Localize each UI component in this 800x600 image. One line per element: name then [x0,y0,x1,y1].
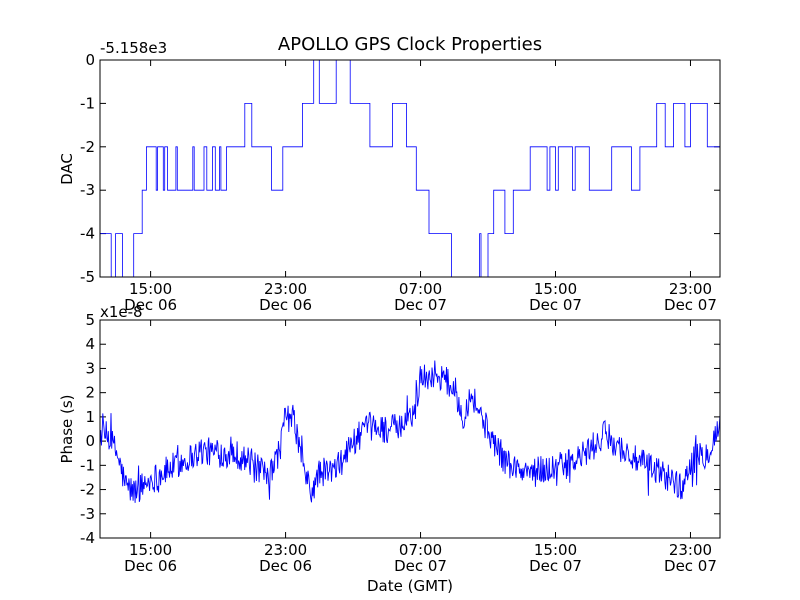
dac-ytick-label: -2 [80,138,95,156]
dac-ytick-label: -5 [80,268,95,286]
phase-x-axis-label: Date (GMT) [367,577,453,595]
phase-xtick-time: 15:00 [129,541,172,559]
phase-ytick-label: -3 [80,505,95,523]
dac-ytick-label: -1 [80,94,95,112]
phase-ytick-label: 5 [85,311,95,329]
dac-xtick-date: Dec 06 [259,296,312,314]
phase-ytick-label: 4 [85,335,95,353]
phase-xtick-time: 23:00 [264,541,307,559]
phase-ytick-label: -2 [80,481,95,499]
dac-xtick-time: 23:00 [264,280,307,298]
phase-ytick-label: -1 [80,456,95,474]
dac-xtick-date: Dec 07 [394,296,447,314]
dac-xtick-time: 15:00 [534,280,577,298]
phase-axes-frame [99,319,721,539]
phase-xtick-date: Dec 07 [664,557,717,575]
phase-ytick-label: 0 [85,432,95,450]
dac-ytick-label: -3 [80,181,95,199]
dac-axes-frame [99,59,721,278]
dac-y-axis-label: DAC [58,153,76,185]
dac-ytick-label: 0 [85,51,95,69]
dac-xtick-time: 15:00 [129,280,172,298]
phase-xtick-time: 15:00 [534,541,577,559]
phase-ytick-label: 3 [85,359,95,377]
phase-offset-label: x1e-8 [100,303,143,321]
dac-xtick-date: Dec 07 [664,296,717,314]
phase-ytick-label: 2 [85,384,95,402]
phase-xtick-time: 07:00 [399,541,442,559]
dac-offset-label: -5.158e3 [100,39,167,57]
phase-xtick-date: Dec 06 [124,557,177,575]
phase-chart: x1e-8 Phase (s) Date (GMT) 5 4 3 2 1 0 -1 -2 -3 -… [58,303,721,595]
phase-plot-area [99,360,721,503]
dac-plot-area [100,59,720,278]
dac-series-line [100,59,720,278]
phase-ytick-label: 1 [85,408,95,426]
phase-xtick-date: Dec 07 [529,557,582,575]
dac-xtick-date: Dec 06 [124,296,177,314]
dac-ytick-label: -4 [80,225,95,243]
dac-chart: APOLLO GPS Clock Properties -5.158e3 DAC… [58,34,721,314]
dac-xtick-date: Dec 07 [529,296,582,314]
dac-xtick-time: 07:00 [399,280,442,298]
phase-xtick-time: 23:00 [669,541,712,559]
phase-xtick-date: Dec 07 [394,557,447,575]
phase-xtick-date: Dec 06 [259,557,312,575]
phase-y-axis-label: Phase (s) [58,394,76,463]
dac-xtick-time: 23:00 [669,280,712,298]
phase-ytick-label: -4 [80,529,95,547]
phase-series-line [99,360,721,503]
chart-title: APOLLO GPS Clock Properties [278,34,542,55]
